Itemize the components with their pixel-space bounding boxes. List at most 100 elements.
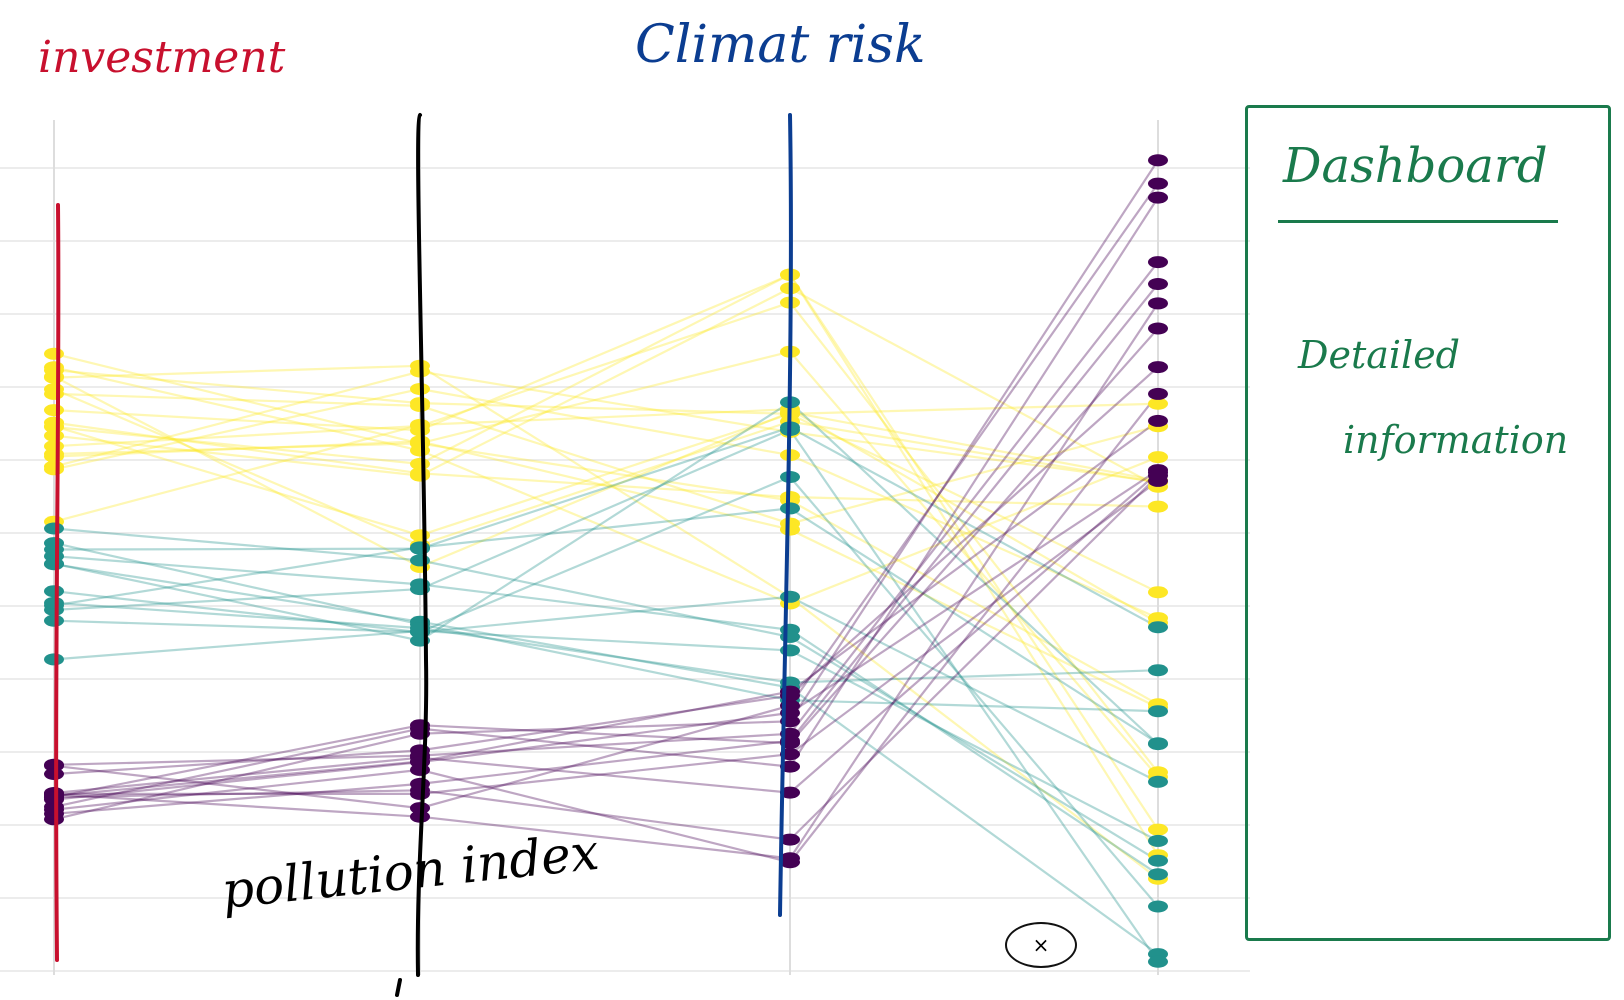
data-line	[53, 426, 1159, 629]
data-line	[53, 273, 1159, 856]
data-line	[53, 421, 1159, 508]
investment-axis-label: investment	[38, 32, 286, 83]
data-point	[1148, 868, 1168, 881]
data-point	[1148, 154, 1168, 167]
data-point	[1148, 177, 1168, 190]
data-line	[53, 375, 1159, 569]
data-point	[410, 467, 430, 480]
data-point	[780, 502, 800, 515]
dashboard-detail-line-2: information	[1343, 418, 1569, 462]
data-point	[44, 585, 64, 598]
data-line	[53, 601, 1159, 684]
data-point	[1148, 397, 1168, 410]
data-point	[1148, 256, 1168, 269]
data-point	[44, 543, 64, 556]
data-line	[53, 440, 1159, 709]
data-point	[1148, 854, 1168, 867]
data-line	[53, 273, 1159, 831]
data-line	[53, 370, 1159, 483]
data-line	[53, 400, 1159, 745]
data-point	[1148, 500, 1168, 513]
dashboard-detail-line-1: Detailed	[1298, 333, 1461, 377]
data-line	[53, 392, 1159, 525]
data-line	[53, 542, 1159, 713]
data-point	[1148, 451, 1168, 464]
pollution-axis-stroke	[415, 113, 429, 977]
data-point	[44, 557, 64, 570]
data-line	[53, 369, 1159, 416]
data-line	[53, 471, 1159, 795]
data-point	[780, 517, 800, 530]
data-point	[1148, 191, 1168, 204]
data-point	[410, 542, 430, 555]
data-point	[1148, 297, 1168, 310]
data-point	[780, 760, 800, 773]
close-icon: ×	[1032, 933, 1050, 957]
data-line	[53, 366, 1159, 605]
data-point	[44, 420, 64, 433]
dashboard-title: Dashboard	[1283, 138, 1548, 194]
data-point	[44, 791, 64, 804]
dashboard-panel[interactable]: Dashboard Detailed information	[1245, 105, 1611, 941]
data-line	[53, 364, 1159, 880]
data-point	[44, 803, 64, 816]
data-point	[44, 522, 64, 535]
data-point	[410, 802, 430, 815]
dashboard-title-underline	[1278, 220, 1558, 223]
data-point	[1148, 900, 1168, 913]
data-point	[44, 614, 64, 627]
data-point	[1148, 955, 1168, 968]
data-point	[44, 440, 64, 453]
data-point	[44, 768, 64, 780]
data-point	[410, 399, 430, 412]
data-point	[44, 364, 64, 377]
data-line	[53, 393, 1159, 864]
data-line	[53, 555, 1159, 876]
data-point	[1148, 823, 1168, 836]
data-line	[53, 475, 1159, 908]
data-point	[44, 387, 64, 400]
data-line	[53, 301, 1159, 773]
data-point	[410, 437, 430, 450]
pen-mark	[395, 978, 402, 997]
data-point	[780, 833, 800, 846]
data-line	[53, 302, 1159, 860]
data-point	[44, 404, 64, 417]
data-point	[44, 759, 64, 772]
data-point	[1148, 322, 1168, 335]
data-point	[1148, 387, 1168, 400]
data-point	[1148, 834, 1168, 847]
data-line	[53, 408, 1159, 624]
climate-axis-stroke	[778, 113, 793, 917]
investment-axis-stroke	[54, 203, 61, 962]
close-button[interactable]: ×	[1005, 922, 1077, 968]
data-line	[53, 366, 1159, 776]
data-line	[53, 469, 1159, 801]
data-line	[53, 261, 1159, 766]
data-line	[53, 283, 1159, 815]
data-line	[53, 327, 1159, 799]
data-line	[53, 629, 1159, 842]
data-line	[53, 388, 1159, 547]
data-line	[53, 507, 1159, 745]
data-point	[44, 653, 64, 666]
data-line	[53, 197, 1159, 808]
data-point	[1148, 738, 1168, 751]
data-point	[780, 590, 800, 603]
data-line	[53, 182, 1159, 810]
data-point	[44, 347, 64, 360]
data-point	[410, 529, 430, 542]
data-point	[1148, 621, 1168, 634]
data-line	[53, 420, 1159, 797]
data-point	[410, 418, 430, 431]
data-point	[1148, 361, 1168, 374]
data-point	[410, 784, 430, 797]
data-line	[54, 480, 1159, 796]
data-line	[53, 350, 1159, 778]
data-point	[780, 786, 800, 799]
data-line	[53, 387, 1159, 620]
data-point	[1148, 766, 1168, 779]
data-line	[53, 287, 1159, 488]
data-point	[1148, 775, 1168, 788]
